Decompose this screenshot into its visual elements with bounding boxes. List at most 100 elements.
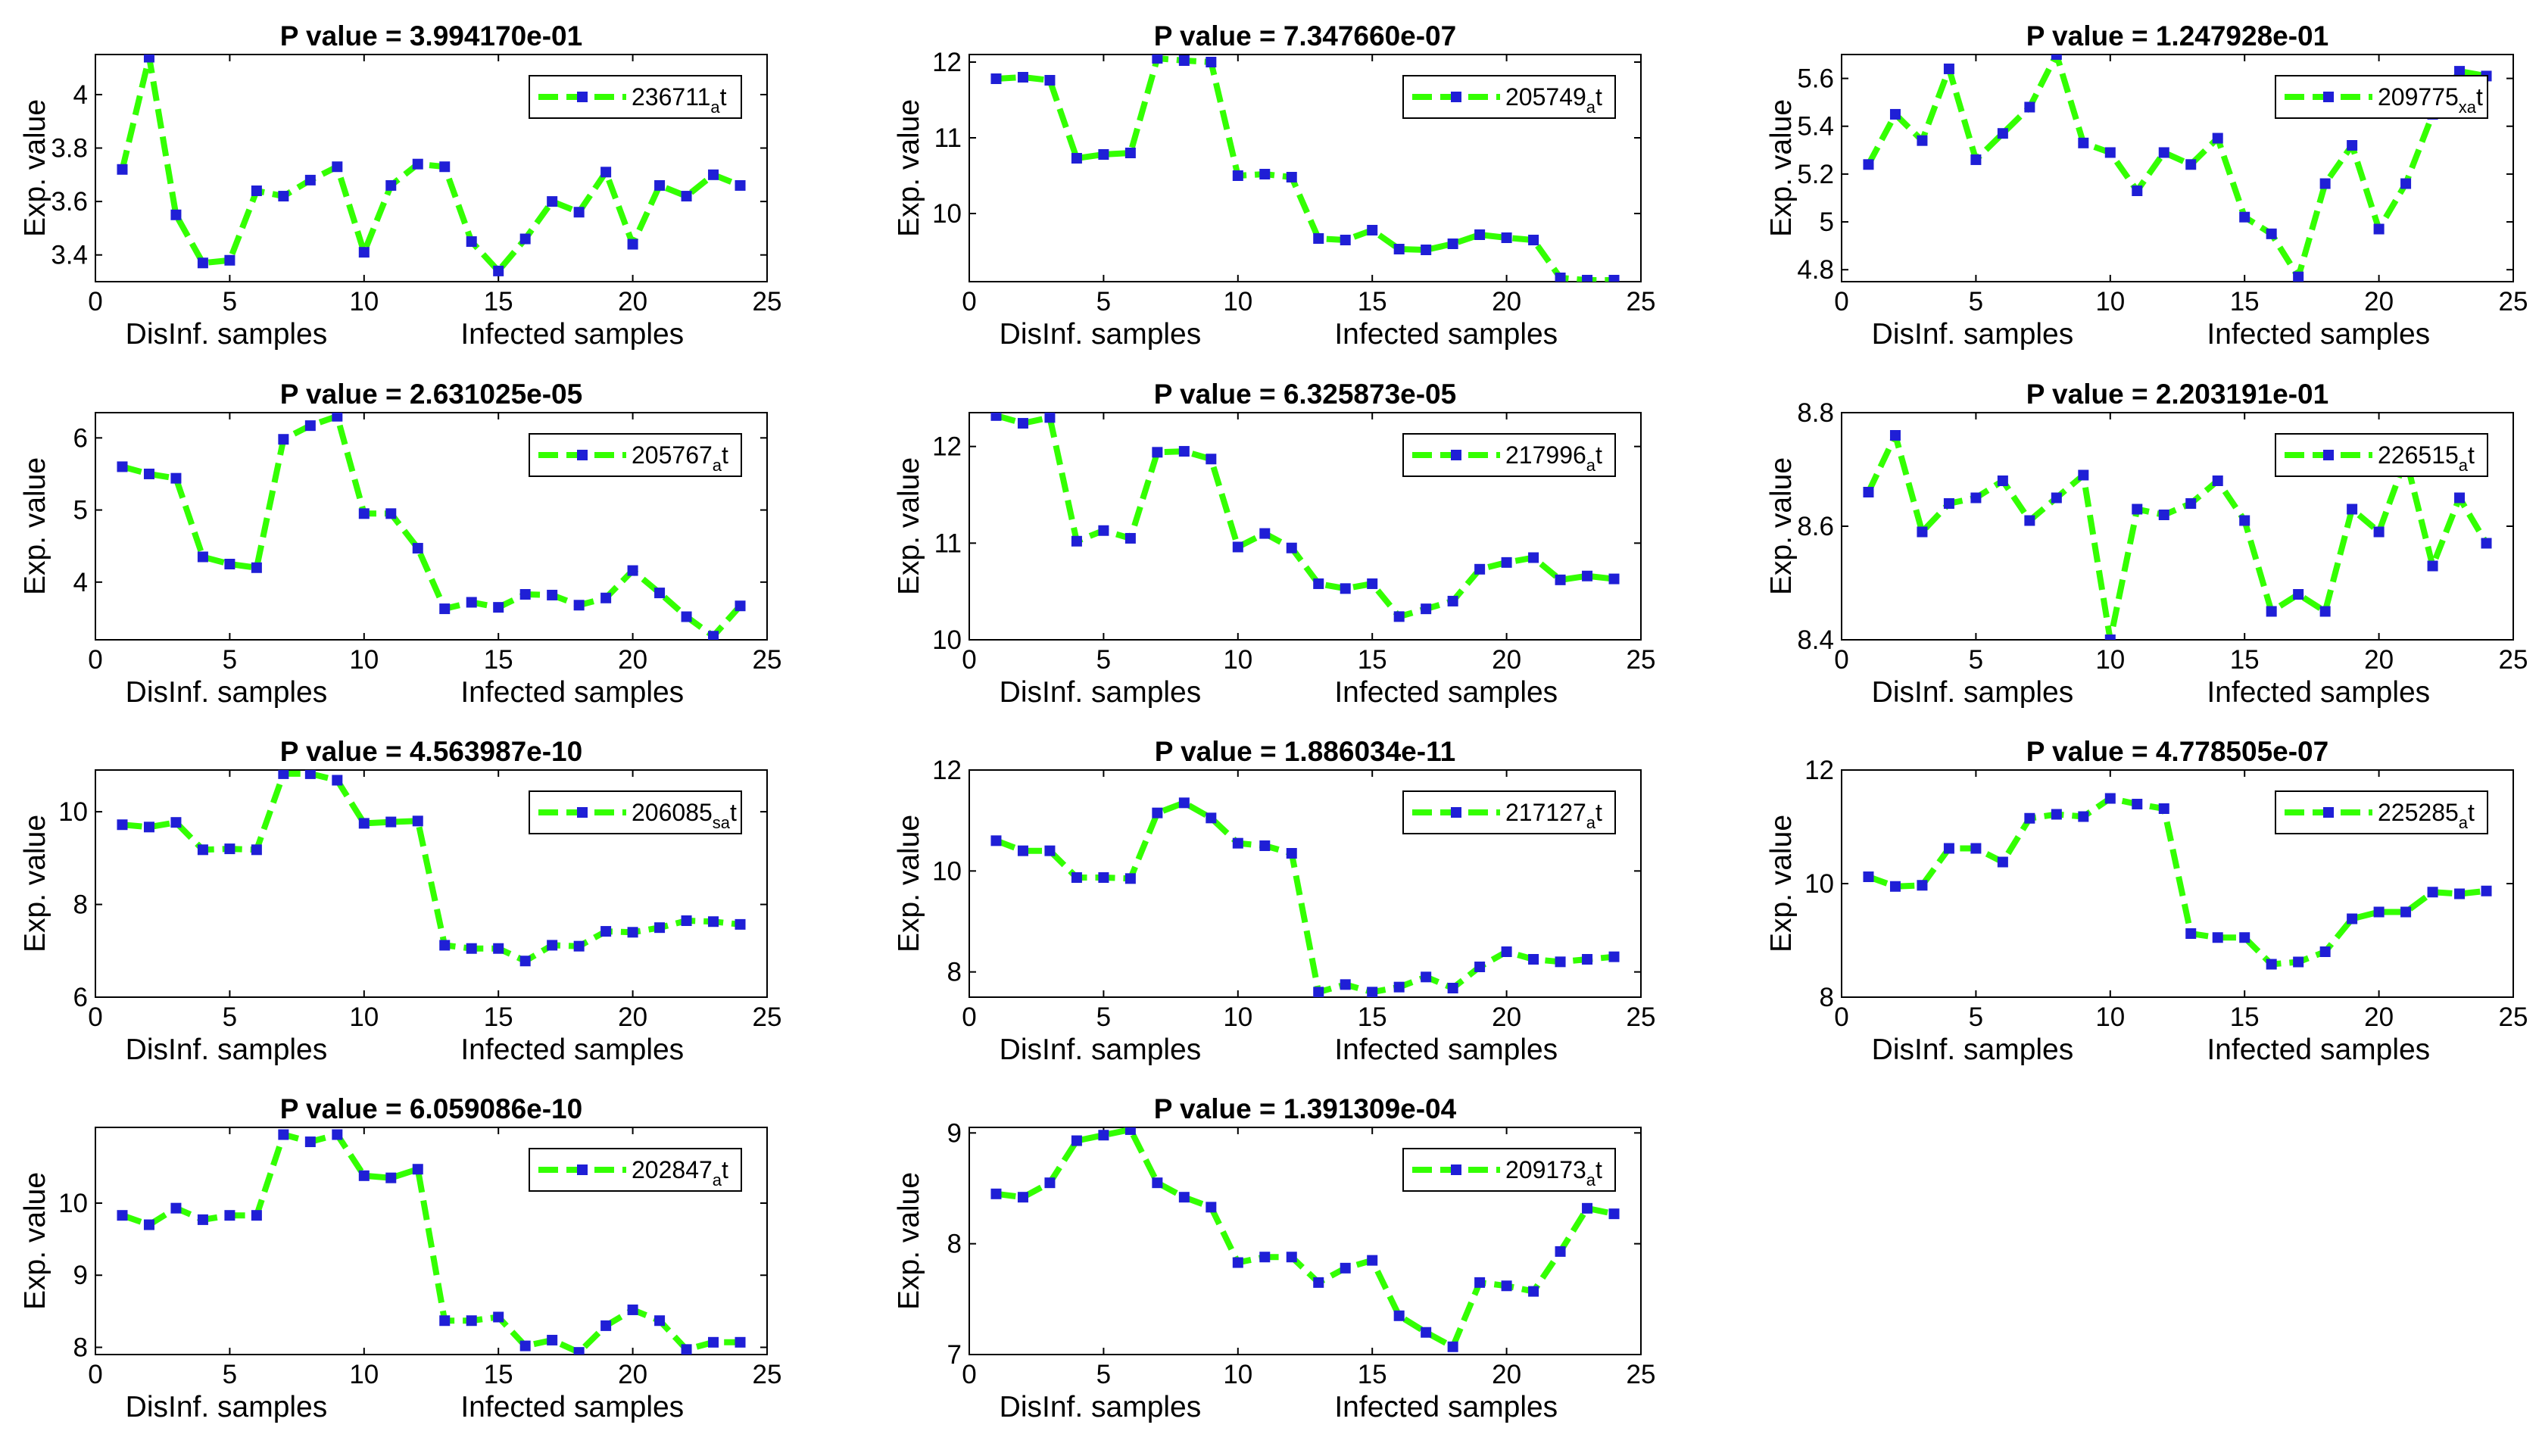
x-tick-label: 0 bbox=[88, 1002, 102, 1032]
y-tick-label: 10 bbox=[58, 1189, 88, 1218]
x-axis-label-disinf: DisInf. samples bbox=[1000, 1391, 1202, 1423]
legend-label-sub: a bbox=[713, 1171, 722, 1189]
y-tick-label: 3.4 bbox=[51, 241, 88, 270]
data-point bbox=[1582, 1202, 1593, 1214]
x-axis-label-infected: Infected samples bbox=[460, 1391, 684, 1423]
x-axis-label-infected: Infected samples bbox=[2207, 1034, 2430, 1066]
data-point bbox=[681, 915, 692, 926]
legend-label-suffix: t bbox=[1595, 1156, 1602, 1183]
x-axis-label-infected: Infected samples bbox=[1334, 1034, 1558, 1066]
data-point bbox=[2347, 504, 2358, 515]
data-point bbox=[2239, 932, 2250, 943]
x-axis-label-disinf: DisInf. samples bbox=[126, 318, 328, 351]
y-tick-label: 5.6 bbox=[1797, 64, 1834, 94]
data-point bbox=[1528, 235, 1539, 245]
data-point bbox=[1098, 149, 1109, 160]
data-point bbox=[654, 179, 666, 191]
x-tick-label: 10 bbox=[2095, 287, 2125, 316]
x-tick-label: 0 bbox=[1834, 645, 1848, 675]
series-group bbox=[990, 1127, 1620, 1352]
subplot-2: P value = 7.347660e-07 0 5 10 15 20 25 10 11 12Ex… bbox=[893, 20, 1655, 351]
data-point bbox=[304, 1136, 316, 1148]
data-point bbox=[2212, 133, 2223, 144]
legend-label-id: 217996 bbox=[1505, 441, 1586, 469]
legend-label-suffix: t bbox=[1595, 83, 1602, 111]
data-point bbox=[573, 940, 585, 952]
data-point bbox=[1017, 1192, 1028, 1203]
subplot-8: P value = 1.886034e-11 0 5 10 15 20 25 8 10 12 Exp… bbox=[893, 736, 1655, 1066]
x-tick-label: 10 bbox=[349, 1002, 379, 1032]
data-point bbox=[412, 543, 423, 554]
data-point bbox=[224, 559, 235, 569]
x-tick-label: 5 bbox=[1096, 645, 1111, 675]
data-point bbox=[1286, 848, 1297, 859]
data-point bbox=[1286, 172, 1297, 182]
legend: 217127at bbox=[1402, 790, 1616, 834]
data-point bbox=[117, 461, 128, 472]
x-axis-label-infected: Infected samples bbox=[460, 318, 684, 351]
data-point bbox=[1071, 153, 1082, 164]
data-point bbox=[990, 835, 1002, 846]
series-group bbox=[990, 413, 1620, 622]
data-point bbox=[2132, 799, 2143, 809]
data-point bbox=[1943, 843, 1954, 854]
x-tick-label: 15 bbox=[484, 1002, 513, 1032]
x-tick-label: 15 bbox=[1358, 645, 1387, 675]
x-tick-label: 5 bbox=[223, 1002, 237, 1032]
x-tick-label: 10 bbox=[1223, 287, 1252, 316]
y-tick-label: 5 bbox=[73, 496, 88, 525]
data-point bbox=[385, 816, 397, 828]
data-point bbox=[2104, 147, 2116, 158]
data-point bbox=[1340, 583, 1351, 594]
data-point bbox=[332, 161, 343, 173]
data-point bbox=[2347, 140, 2358, 151]
legend: 225285at bbox=[2275, 790, 2488, 834]
data-point bbox=[493, 943, 504, 954]
legend-marker bbox=[577, 92, 588, 102]
data-point bbox=[1313, 987, 1324, 997]
data-point bbox=[1367, 225, 1378, 235]
data-point bbox=[547, 940, 558, 951]
data-point bbox=[1178, 55, 1190, 66]
x-tick-label: 10 bbox=[349, 287, 379, 316]
legend-marker bbox=[2323, 450, 2334, 460]
data-point bbox=[708, 916, 719, 928]
data-point bbox=[439, 940, 451, 951]
data-point bbox=[197, 844, 208, 856]
data-point bbox=[2185, 928, 2197, 939]
y-tick-label: 4 bbox=[73, 80, 88, 110]
data-point bbox=[143, 822, 154, 833]
data-point bbox=[1608, 275, 1620, 282]
x-tick-label: 25 bbox=[2499, 287, 2528, 316]
data-point bbox=[439, 603, 451, 615]
data-point bbox=[627, 927, 638, 938]
legend-box bbox=[1402, 1148, 1616, 1192]
legend: 206085sat bbox=[529, 790, 742, 834]
data-point bbox=[117, 164, 128, 175]
data-point bbox=[1044, 75, 1056, 86]
y-axis-label: Exp. value bbox=[19, 1172, 51, 1310]
legend-label-sub: xa bbox=[2459, 98, 2477, 117]
data-point bbox=[466, 236, 477, 248]
series-group bbox=[990, 55, 1620, 282]
x-axis-label-disinf: DisInf. samples bbox=[1872, 676, 2074, 709]
x-tick-label: 0 bbox=[1834, 1002, 1848, 1032]
series-group bbox=[1863, 430, 2492, 640]
data-point bbox=[224, 843, 235, 855]
subplot-5: P value = 6.325873e-05 0 5 10 15 20 25 10 11 12Ex… bbox=[893, 379, 1655, 709]
data-point bbox=[2266, 606, 2277, 617]
data-point bbox=[1555, 273, 1566, 282]
x-tick-label: 25 bbox=[1627, 645, 1656, 675]
data-point bbox=[735, 179, 746, 191]
x-tick-label: 25 bbox=[1627, 1002, 1656, 1032]
y-axis-label: Exp. value bbox=[893, 457, 925, 595]
y-tick-label: 8.8 bbox=[1797, 398, 1834, 428]
data-point bbox=[627, 1304, 638, 1315]
data-point bbox=[573, 600, 585, 611]
data-point bbox=[1917, 526, 1928, 538]
legend-box bbox=[529, 790, 742, 834]
data-point bbox=[170, 817, 182, 828]
data-point bbox=[1608, 1208, 1620, 1220]
legend-label-sub: a bbox=[710, 98, 720, 117]
y-tick-label: 8 bbox=[73, 890, 88, 920]
